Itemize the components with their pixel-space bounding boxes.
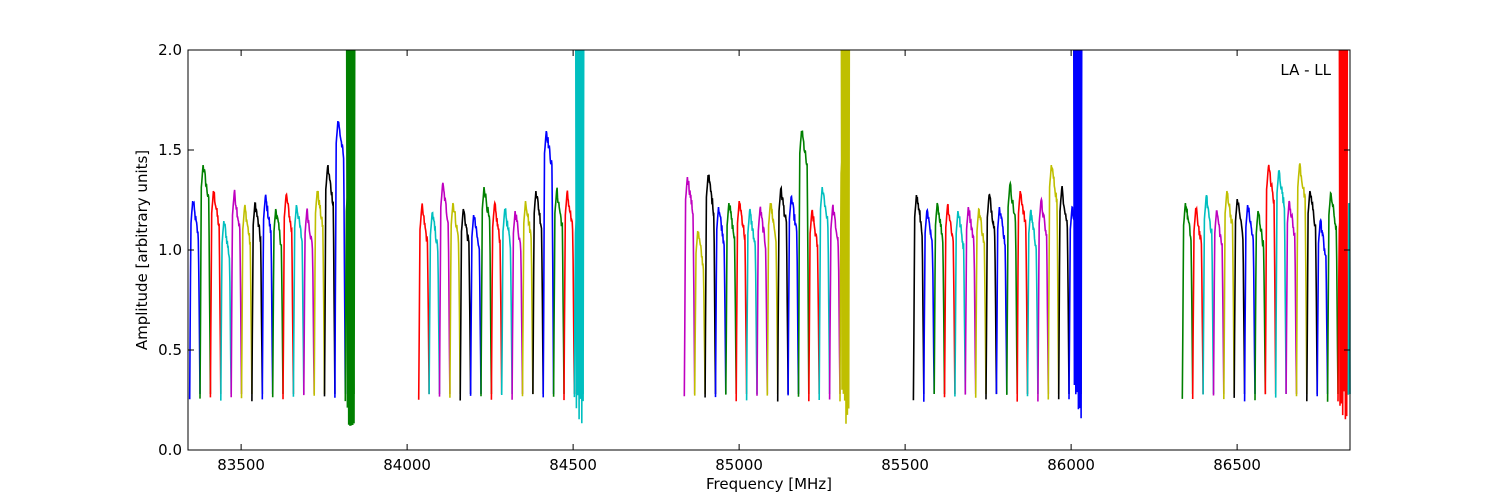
spectrum-segment-line: [428, 211, 441, 395]
y-tick-label: 1.5: [158, 141, 182, 159]
spectrum-segment-line: [542, 130, 555, 398]
x-tick-label: 85500: [881, 456, 929, 474]
spectrum-segment-line: [188, 200, 201, 400]
spectrum-segment-line: [828, 204, 841, 400]
spectrum-segment-line: [1026, 209, 1039, 397]
spectrum-segment-line: [292, 204, 305, 397]
spectrum-segment-line: [1264, 164, 1277, 395]
spectrum-segment-line: [683, 177, 696, 397]
spectrum-segment-line: [923, 207, 935, 402]
spectrum-segment-line: [787, 194, 800, 396]
spectrum-segment-line: [199, 165, 212, 399]
spectrum-segment-line: [933, 202, 946, 395]
spectrum-segment-line: [240, 204, 253, 399]
spectrum-segment-line: [209, 190, 222, 398]
spectrum-segment-line: [1306, 190, 1318, 402]
spectrum-segment-line: [500, 208, 513, 396]
ticks-layer: 83500 84000 84500 85000 85500 86000 86500 0.0 0.…: [158, 41, 1350, 474]
spectrum-spike-line: [1338, 49, 1349, 420]
spectrum-segment-line: [693, 230, 706, 396]
x-tick-label: 85000: [715, 456, 763, 474]
y-axis-label: Amplitude [arbitrary units]: [133, 150, 151, 350]
spectrum-segment-line: [1285, 200, 1298, 395]
spectrum-segment-line: [714, 207, 727, 398]
spectrum-segment-line: [1254, 210, 1267, 401]
legend-label: LA - LL: [1280, 61, 1331, 79]
spectrum-segment-line: [459, 208, 472, 401]
spectrum-segment-line: [220, 221, 232, 401]
spectrum-segment-line: [552, 187, 565, 397]
spectrum-segment-line: [704, 174, 717, 398]
y-tick-label: 0.0: [158, 441, 182, 459]
spectrum-segment-line: [1295, 163, 1308, 397]
spectrum-segment-line: [1181, 203, 1194, 399]
spectrum-segment-line: [808, 209, 820, 402]
spectrum-segment-line: [230, 189, 243, 398]
spectrum-segment-line: [511, 211, 524, 400]
spectrum-segment-line: [303, 208, 315, 396]
spectrum-segment-line: [323, 164, 336, 397]
spectrum-segment-line: [995, 207, 1008, 395]
spectrum-segment-line: [1243, 204, 1256, 402]
spectrum-segment-line: [797, 130, 810, 397]
y-tick-label: 1.0: [158, 241, 182, 259]
spectrum-spike-line: [1073, 49, 1083, 419]
spectrum-segment-line: [449, 202, 461, 398]
spectrum-segment-line: [334, 120, 347, 398]
spectrum-segment-line: [1212, 210, 1225, 396]
x-tick-label: 83500: [217, 456, 265, 474]
spectrum-segment-line: [1057, 185, 1070, 400]
spectrum-segment-line: [1202, 194, 1215, 395]
spectrum-segment-line: [985, 193, 998, 400]
spectrum-segment-line: [480, 187, 493, 397]
spectrum-spike-line: [345, 49, 356, 426]
spectrum-segment-line: [974, 207, 987, 398]
spectrum-segment-line: [745, 208, 758, 401]
spectrum-segment-line: [1233, 198, 1246, 398]
spectrum-segment-line: [1326, 191, 1339, 402]
spectrum-segment-line: [912, 194, 925, 401]
spectrum-segment-line: [766, 202, 779, 396]
spectrum-segment-line: [776, 185, 789, 402]
y-tick-label: 2.0: [158, 41, 182, 59]
spectrum-segment-line: [261, 194, 274, 400]
spectrum-segment-line: [1006, 180, 1018, 395]
spectrum-segment-line: [563, 190, 576, 401]
spectrum-spike-line: [840, 49, 851, 424]
spectrum-segment-line: [735, 200, 748, 402]
y-tick-label: 0.5: [158, 341, 182, 359]
spectrum-segment-line: [1191, 205, 1204, 400]
spectrum-segment-line: [1016, 190, 1029, 402]
spectrum-segment-line: [490, 199, 503, 400]
spectrum-segment-line: [1047, 165, 1060, 400]
spectrum-segment-line: [954, 210, 967, 397]
spectrum-segment-line: [1274, 170, 1287, 398]
spectrum-segment-line: [251, 202, 264, 402]
spectrum-segment-line: [964, 206, 977, 395]
x-tick-label: 86500: [1213, 456, 1261, 474]
spectrum-segment-line: [1316, 217, 1329, 397]
spectrum-segment-line: [1037, 196, 1050, 402]
x-tick-label: 86000: [1047, 456, 1095, 474]
spectrum-segment-line: [532, 191, 544, 395]
spectrum-spike-line: [574, 49, 585, 424]
spectrum-segment-line: [282, 192, 295, 400]
spectrum-segment-line: [521, 201, 534, 397]
spectrum-segment-line: [469, 215, 482, 396]
spectrum-segment-line: [271, 208, 284, 398]
series-layer: [188, 49, 1351, 426]
x-tick-label: 84500: [549, 456, 597, 474]
x-axis-label: Frequency [MHz]: [706, 475, 832, 493]
spectrum-segment-line: [417, 203, 430, 400]
spectrum-segment-line: [1223, 190, 1235, 400]
spectrum-segment-line: [438, 182, 451, 397]
spectrum-segment-line: [943, 203, 956, 398]
spectrum-segment-line: [756, 206, 769, 396]
x-tick-label: 84000: [383, 456, 431, 474]
spectrum-segment-line: [313, 190, 326, 396]
spectrum-segment-line: [725, 203, 737, 395]
spectrum-segment-line: [818, 187, 831, 401]
